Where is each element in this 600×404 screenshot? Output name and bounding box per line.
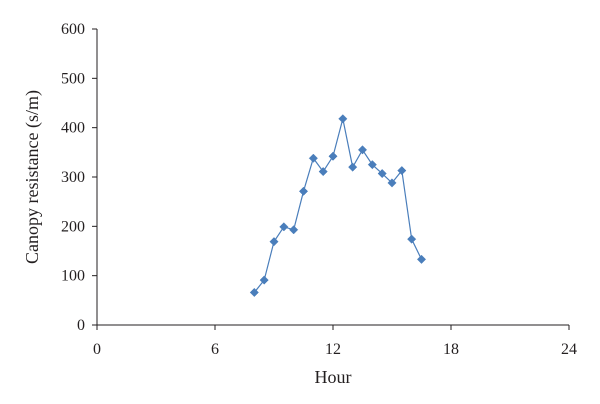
data-point [259, 275, 269, 285]
data-point [328, 151, 338, 161]
data-point [397, 166, 407, 176]
y-tick-label: 300 [61, 169, 85, 186]
data-point [269, 237, 279, 247]
data-point [308, 153, 318, 163]
y-tick-label: 400 [61, 120, 85, 137]
x-tick-label: 6 [211, 341, 219, 358]
y-tick-label: 200 [61, 218, 85, 235]
data-point [249, 287, 259, 297]
data-point [357, 145, 368, 155]
x-ticks: 0 6 12 18 24 [93, 325, 577, 358]
x-tick-label: 24 [561, 341, 577, 358]
y-tick-label: 100 [61, 268, 85, 285]
y-tick-label: 0 [77, 317, 85, 334]
data-point [348, 162, 358, 172]
data-point [407, 234, 417, 244]
y-ticks: 0 100 200 300 400 500 600 [61, 21, 97, 334]
data-point [298, 186, 309, 196]
series-layer [249, 114, 427, 297]
data-point [377, 168, 387, 179]
data-point [338, 114, 348, 124]
data-point [416, 254, 427, 264]
series-line [253, 118, 423, 293]
data-point [387, 178, 397, 188]
data-point [367, 160, 377, 170]
data-point [279, 222, 289, 232]
y-tick-label: 500 [61, 70, 85, 87]
axes [96, 29, 569, 326]
data-point [289, 225, 299, 235]
x-tick-label: 0 [93, 341, 101, 358]
data-point [318, 167, 328, 177]
y-tick-label: 600 [61, 21, 85, 38]
x-axis-title: Hour [315, 367, 352, 387]
x-tick-label: 18 [443, 341, 459, 358]
x-tick-label: 12 [325, 341, 341, 358]
y-axis-title: Canopy resistance (s/m) [22, 90, 43, 264]
